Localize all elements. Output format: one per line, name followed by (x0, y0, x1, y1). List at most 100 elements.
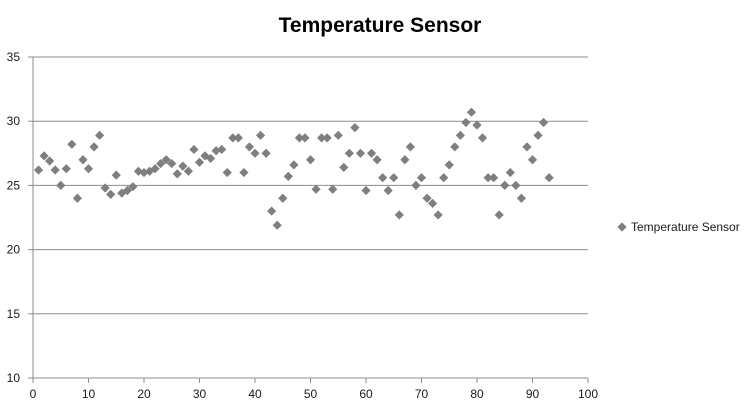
data-point (178, 161, 188, 171)
data-point (500, 180, 510, 190)
x-tick-label: 0 (30, 387, 37, 401)
y-tick-label: 35 (7, 50, 21, 64)
data-point (189, 144, 199, 155)
y-tick-label: 25 (7, 178, 21, 192)
data-point (439, 173, 449, 183)
x-tick-label: 100 (578, 387, 598, 401)
data-point (428, 198, 438, 208)
data-point (56, 180, 66, 190)
data-point (289, 160, 299, 170)
data-point (261, 148, 271, 158)
data-point (233, 133, 243, 143)
y-tick-label: 20 (7, 243, 21, 257)
data-point (322, 133, 332, 143)
data-point (278, 193, 288, 203)
data-point (161, 155, 171, 165)
data-point (239, 167, 249, 178)
y-tick-label: 10 (7, 371, 21, 385)
data-point (389, 173, 399, 183)
data-point (355, 148, 366, 158)
data-point (300, 133, 310, 143)
data-point (61, 164, 71, 174)
data-point (422, 193, 432, 203)
data-point (383, 185, 393, 196)
data-point (416, 173, 427, 183)
data-point (539, 117, 549, 128)
x-tick-label: 80 (470, 387, 484, 401)
data-point (477, 133, 488, 143)
data-point (489, 173, 499, 183)
data-point (33, 165, 44, 175)
data-point (461, 117, 471, 128)
data-point (372, 155, 382, 165)
data-point (95, 130, 105, 140)
y-tick-label: 30 (7, 114, 21, 128)
data-point (483, 173, 493, 183)
data-point (400, 155, 410, 165)
data-point (167, 158, 177, 169)
data-point (405, 142, 415, 152)
data-point (67, 139, 77, 149)
x-tick-label: 50 (304, 387, 318, 401)
data-points (33, 107, 554, 230)
data-point (305, 155, 316, 165)
data-point (106, 189, 116, 199)
x-tick-label: 60 (359, 387, 373, 401)
data-point (222, 167, 232, 178)
data-point (183, 166, 193, 176)
data-point (516, 193, 526, 203)
data-point (333, 130, 343, 140)
x-tick-label: 30 (193, 387, 207, 401)
data-point (350, 123, 360, 133)
data-point (244, 142, 255, 152)
data-point (394, 210, 404, 220)
data-point (206, 153, 216, 164)
data-point (172, 169, 182, 179)
data-point (194, 157, 205, 167)
y-tick-label: 15 (7, 307, 21, 321)
data-point (267, 206, 277, 216)
data-point (50, 165, 60, 175)
data-point (128, 182, 138, 192)
data-point (533, 130, 543, 140)
data-point (111, 170, 121, 180)
data-point (378, 173, 388, 183)
x-axis-tick-labels: 0 10 20 30 40 50 60 70 80 90 100 (30, 387, 599, 401)
data-point (433, 210, 443, 220)
x-tick-label: 10 (82, 387, 96, 401)
data-point (444, 160, 454, 170)
data-point (72, 193, 82, 203)
data-point (283, 171, 293, 182)
x-tick-label: 40 (248, 387, 262, 401)
data-point (494, 210, 504, 220)
data-point (522, 142, 532, 152)
gridlines (33, 56, 588, 315)
axes (28, 56, 589, 383)
data-point (250, 148, 260, 158)
chart-title: Temperature Sensor (279, 14, 482, 37)
data-point (39, 151, 49, 161)
data-point (150, 164, 160, 174)
data-point (122, 185, 132, 196)
data-point (527, 155, 538, 165)
data-point (78, 155, 88, 165)
data-point (511, 180, 521, 190)
data-point (328, 184, 338, 194)
x-tick-label: 70 (415, 387, 429, 401)
data-point (255, 130, 266, 140)
x-tick-label: 20 (137, 387, 151, 401)
y-axis-tick-labels: 10 15 20 25 30 35 (7, 50, 21, 385)
data-point (411, 180, 421, 190)
data-point (294, 133, 304, 143)
data-point (450, 142, 460, 152)
data-point (272, 220, 282, 230)
data-point (472, 120, 482, 130)
data-point (339, 162, 349, 173)
data-point (311, 184, 321, 194)
data-point (317, 133, 327, 143)
data-point (505, 167, 515, 178)
data-point (366, 148, 377, 158)
legend-label: Temperature Sensor (631, 220, 740, 234)
legend: Temperature Sensor (617, 220, 740, 234)
